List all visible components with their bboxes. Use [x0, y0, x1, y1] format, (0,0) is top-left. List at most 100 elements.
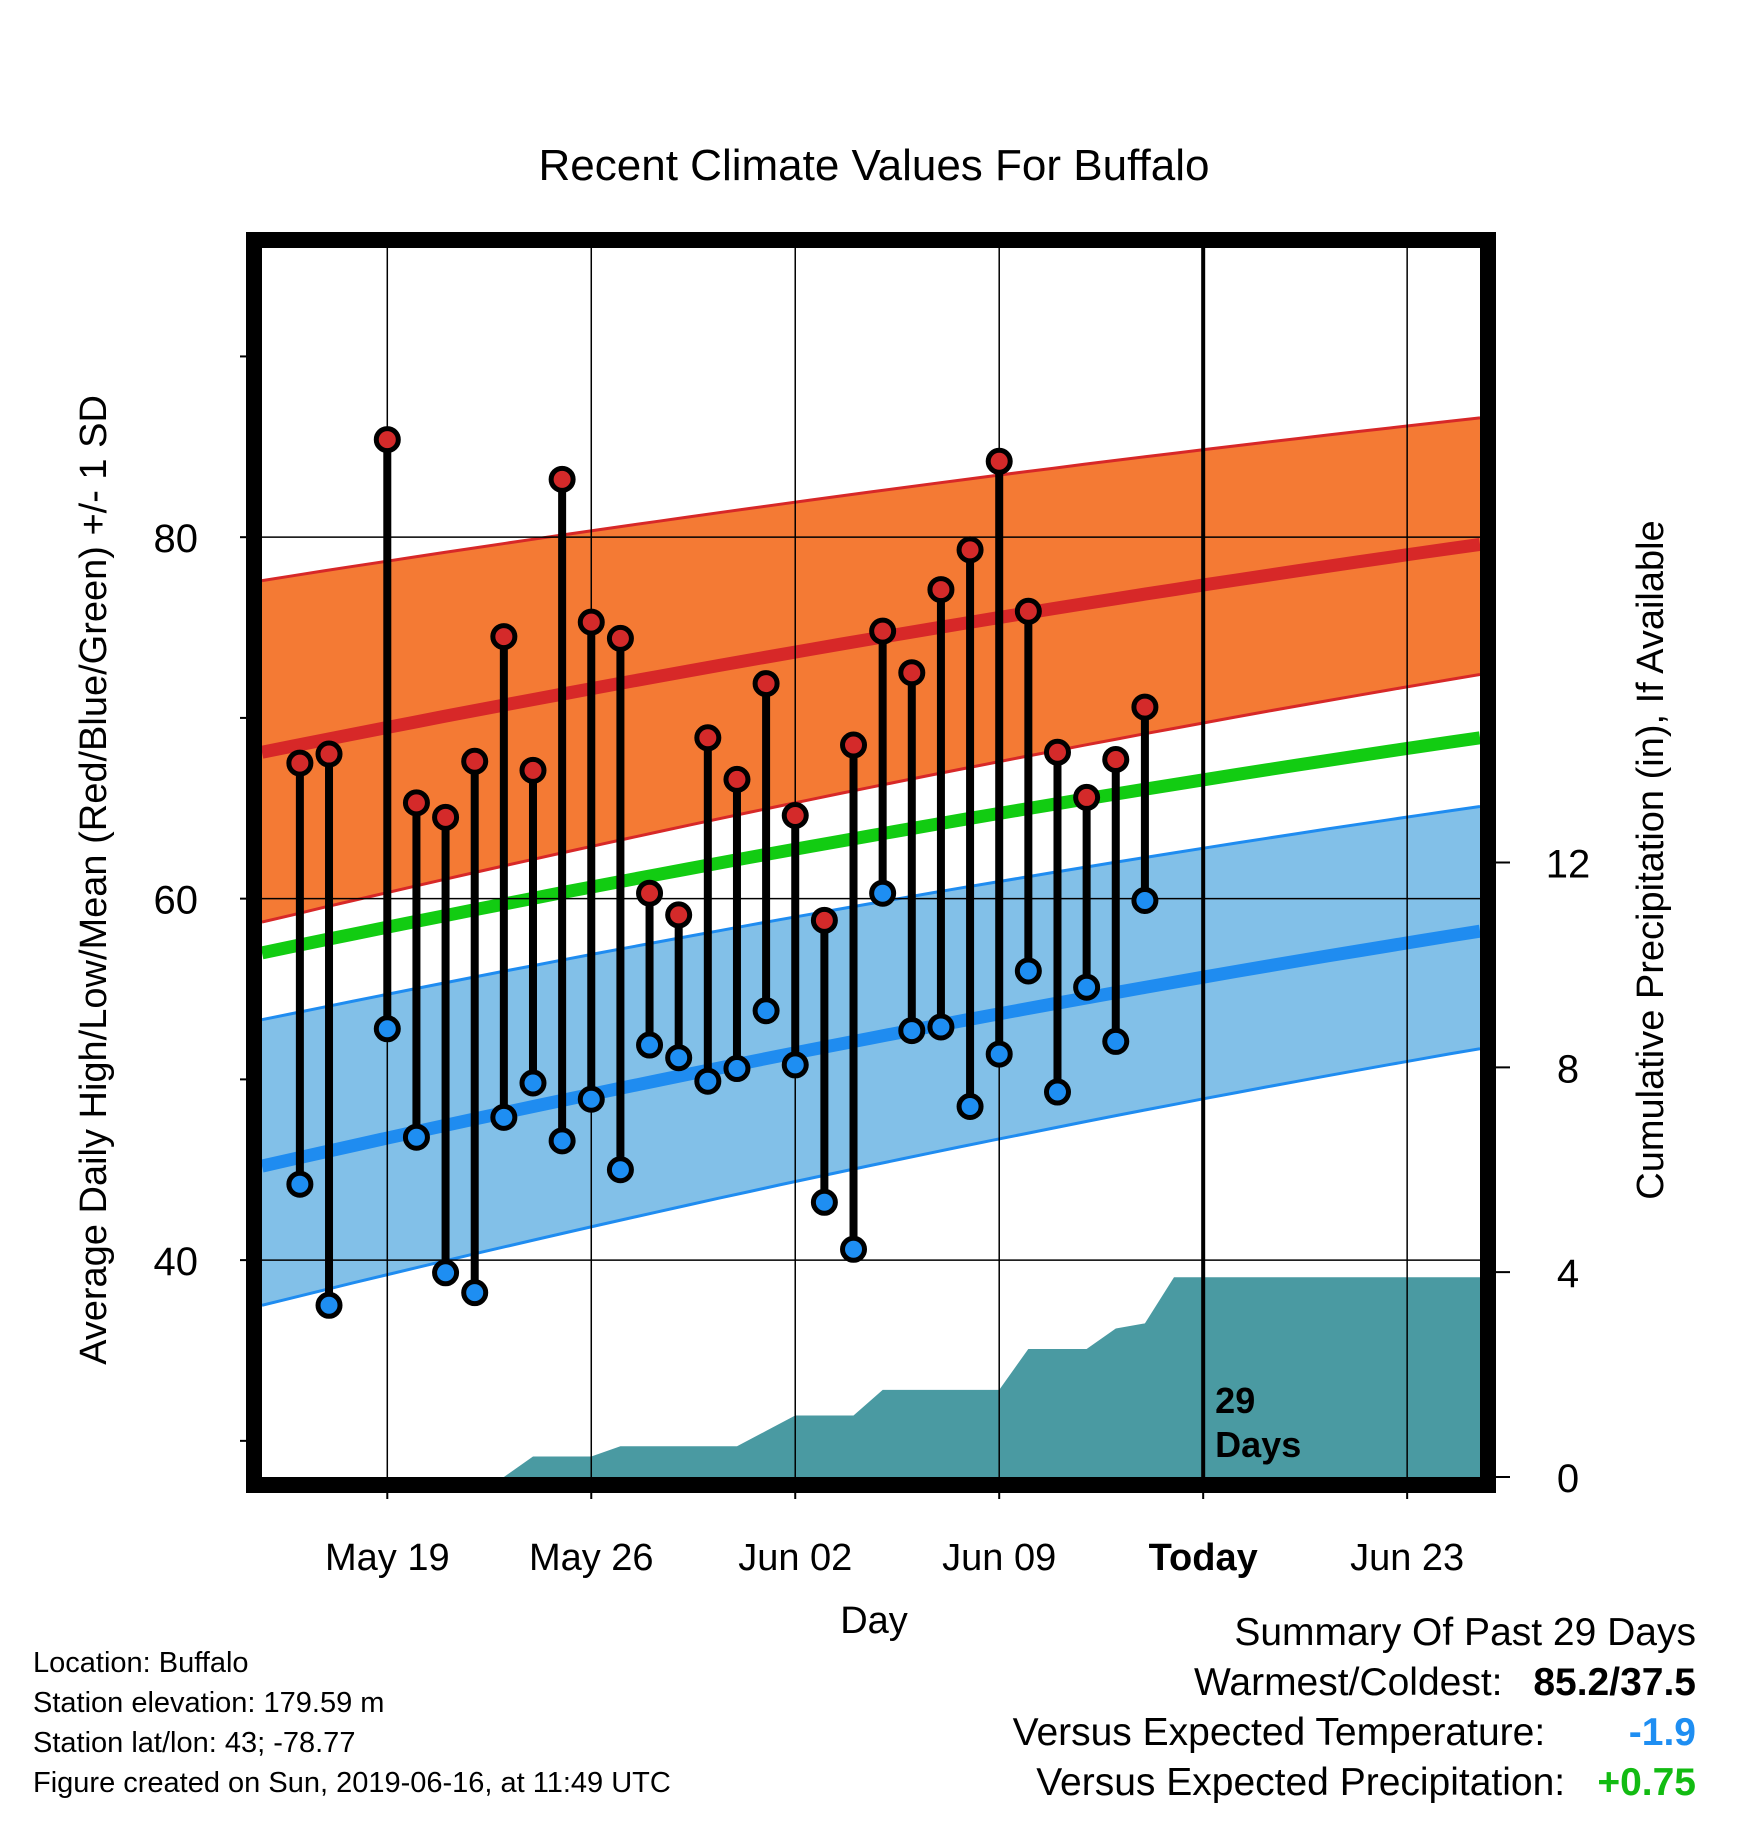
x-tick-label: May 26 [529, 1537, 654, 1579]
high-point [810, 906, 838, 934]
low-point [577, 1085, 605, 1113]
low-point [781, 1051, 809, 1079]
low-point [286, 1170, 314, 1198]
low-point [373, 1015, 401, 1043]
high-mean-line [262, 537, 1480, 759]
low-point [490, 1103, 518, 1131]
mean-line [262, 731, 1480, 960]
high-point [1102, 745, 1130, 773]
high-point [373, 426, 401, 454]
low-point [752, 997, 780, 1025]
summary-heading: Summary Of Past 29 Days [1234, 1611, 1696, 1654]
low-point [723, 1055, 751, 1083]
low-point [1014, 957, 1042, 985]
y-tick-label: 60 [154, 879, 199, 923]
high-point [548, 465, 576, 493]
high-point [1131, 693, 1159, 721]
high-point [927, 576, 955, 604]
y2-tick-label: 12 [1546, 843, 1591, 887]
high-point [869, 617, 897, 645]
low-point [869, 879, 897, 907]
low-point [1131, 886, 1159, 914]
y-tick-label: 80 [154, 517, 199, 561]
low-point [810, 1188, 838, 1216]
high-point [723, 765, 751, 793]
high-point [752, 670, 780, 698]
high-point [840, 731, 868, 759]
station-elevation: Station elevation: 179.59 m [33, 1687, 385, 1719]
high-point [519, 756, 547, 784]
x-tick-label: Jun 23 [1350, 1537, 1464, 1579]
high-point [985, 447, 1013, 475]
warm-cold-value: 85.2/37.5 [1533, 1661, 1696, 1704]
high-point [1014, 597, 1042, 625]
summary-warm-cold: Warmest/Coldest: 85.2/37.5 [1013, 1658, 1696, 1708]
temp-label: Versus Expected Temperature: [1012, 1711, 1546, 1754]
x-tick-label: Jun 02 [738, 1537, 852, 1579]
low-point [519, 1069, 547, 1097]
temp-anomaly-value: -1.9 [1628, 1711, 1696, 1754]
high-point [636, 879, 664, 907]
high-sd-lower-line [262, 673, 1480, 924]
y2-tick-label: 0 [1557, 1457, 1579, 1501]
low-sd-band [262, 806, 1480, 1306]
x-tick-label: May 19 [325, 1537, 450, 1579]
summary-precip: Versus Expected Precipitation: +0.75 [1013, 1758, 1696, 1808]
high-point [402, 789, 430, 817]
x-tick-label: Jun 09 [942, 1537, 1056, 1579]
high-point [461, 747, 489, 775]
low-point [694, 1067, 722, 1095]
plot-area: 29 Days May 19 May 26 Jun 02 Jun 09 Today Jun 2… [154, 232, 1591, 1579]
chart-title: Recent Climate Values For Buffalo [539, 141, 1210, 190]
summary-temp: Versus Expected Temperature: -1.9 [1013, 1708, 1696, 1758]
low-point [927, 1013, 955, 1041]
precip-label: Versus Expected Precipitation: [1036, 1761, 1566, 1804]
today-annotation-line: Days [1215, 1424, 1301, 1465]
low-point [606, 1156, 634, 1184]
high-point [286, 749, 314, 777]
low-point [898, 1017, 926, 1045]
low-point [548, 1127, 576, 1155]
today-annotation-line: 29 [1215, 1380, 1255, 1421]
high-point [898, 659, 926, 687]
figure-created: Figure created on Sun, 2019-06-16, at 11… [33, 1767, 671, 1799]
low-mean-line [262, 924, 1480, 1173]
low-point [1073, 973, 1101, 1001]
today-annotation: 29 Days [1215, 1380, 1301, 1465]
warm-cold-label: Warmest/Coldest: [1194, 1661, 1503, 1704]
y2-tick-label: 8 [1557, 1047, 1579, 1091]
station-latlon: Station lat/lon: 43; -78.77 [33, 1727, 356, 1759]
low-point [1043, 1078, 1071, 1106]
low-point [985, 1040, 1013, 1068]
station-location: Location: Buffalo [33, 1647, 249, 1679]
observation-markers [286, 426, 1159, 1319]
y-axis-label: Average Daily High/Low/Mean (Red/Blue/Gr… [73, 395, 115, 1365]
low-point [665, 1044, 693, 1072]
summary-panel: Summary Of Past 29 Days Warmest/Coldest:… [1013, 1608, 1696, 1808]
high-point [577, 608, 605, 636]
precip-anomaly-value: +0.75 [1597, 1761, 1696, 1804]
high-point [606, 624, 634, 652]
high-point [781, 802, 809, 830]
low-point [461, 1279, 489, 1307]
high-point [315, 740, 343, 768]
high-sd-band [262, 417, 1480, 923]
high-point [1043, 738, 1071, 766]
x-tick-label: Today [1149, 1537, 1258, 1579]
low-point [636, 1031, 664, 1059]
x-axis-label: Day [840, 1600, 908, 1642]
y-tick-label: 40 [154, 1240, 199, 1284]
high-point [1073, 783, 1101, 811]
low-point [402, 1123, 430, 1151]
high-sd-upper-line [262, 416, 1480, 583]
low-point [432, 1259, 460, 1287]
high-point [694, 724, 722, 752]
low-point [1102, 1027, 1130, 1055]
low-point [840, 1235, 868, 1263]
y2-tick-label: 4 [1557, 1252, 1579, 1296]
station-info: Location: Buffalo Station elevation: 179… [33, 1643, 671, 1803]
high-point [956, 536, 984, 564]
high-point [665, 901, 693, 929]
precip-area [471, 1277, 1480, 1477]
